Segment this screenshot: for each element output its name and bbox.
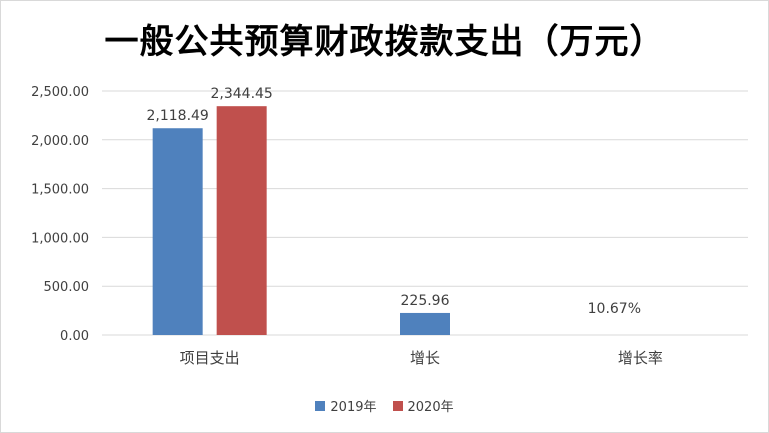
legend: 2019年 2020年 xyxy=(0,396,769,415)
y-tick-label: 0.00 xyxy=(60,329,89,344)
x-tick-label: 项目支出 xyxy=(180,349,240,367)
data-label: 225.96 xyxy=(401,293,450,309)
data-label: 10.67% xyxy=(588,301,641,317)
x-tick-label: 增长 xyxy=(410,349,440,367)
data-label: 2,344.45 xyxy=(210,86,272,102)
legend-item-2020[interactable]: 2020年 xyxy=(392,396,454,415)
data-labels: 2,118.492,344.45 225.96 10.67% xyxy=(146,86,641,317)
legend-swatch-2019 xyxy=(315,400,326,411)
legend-swatch-2020 xyxy=(392,400,403,411)
legend-item-2019[interactable]: 2019年 xyxy=(315,396,377,415)
bars xyxy=(152,106,450,336)
chart-title: 一般公共预算财政拨款支出（万元） xyxy=(104,22,665,62)
legend-label-2020: 2020年 xyxy=(407,400,454,415)
data-label: 2,118.49 xyxy=(146,108,208,124)
x-tick-label: 增长率 xyxy=(618,349,663,367)
bar-2019年-项目支出[interactable] xyxy=(152,128,203,335)
y-axis-ticks: 0.00 500.00 1,000.00 1,500.00 2,000.00 2,500.… xyxy=(31,85,89,344)
bar-2020年-项目支出[interactable] xyxy=(216,106,267,336)
y-tick-label: 500.00 xyxy=(44,280,90,295)
x-axis-ticks: 项目支出 增长 增长率 xyxy=(180,349,663,367)
legend-label-2019: 2019年 xyxy=(330,400,377,415)
y-tick-label: 2,000.00 xyxy=(31,134,89,149)
gridlines xyxy=(102,90,748,336)
y-tick-label: 2,500.00 xyxy=(31,85,89,100)
bar-2019年-增长[interactable] xyxy=(400,312,450,335)
y-tick-label: 1,000.00 xyxy=(31,231,89,246)
y-tick-label: 1,500.00 xyxy=(31,183,89,198)
